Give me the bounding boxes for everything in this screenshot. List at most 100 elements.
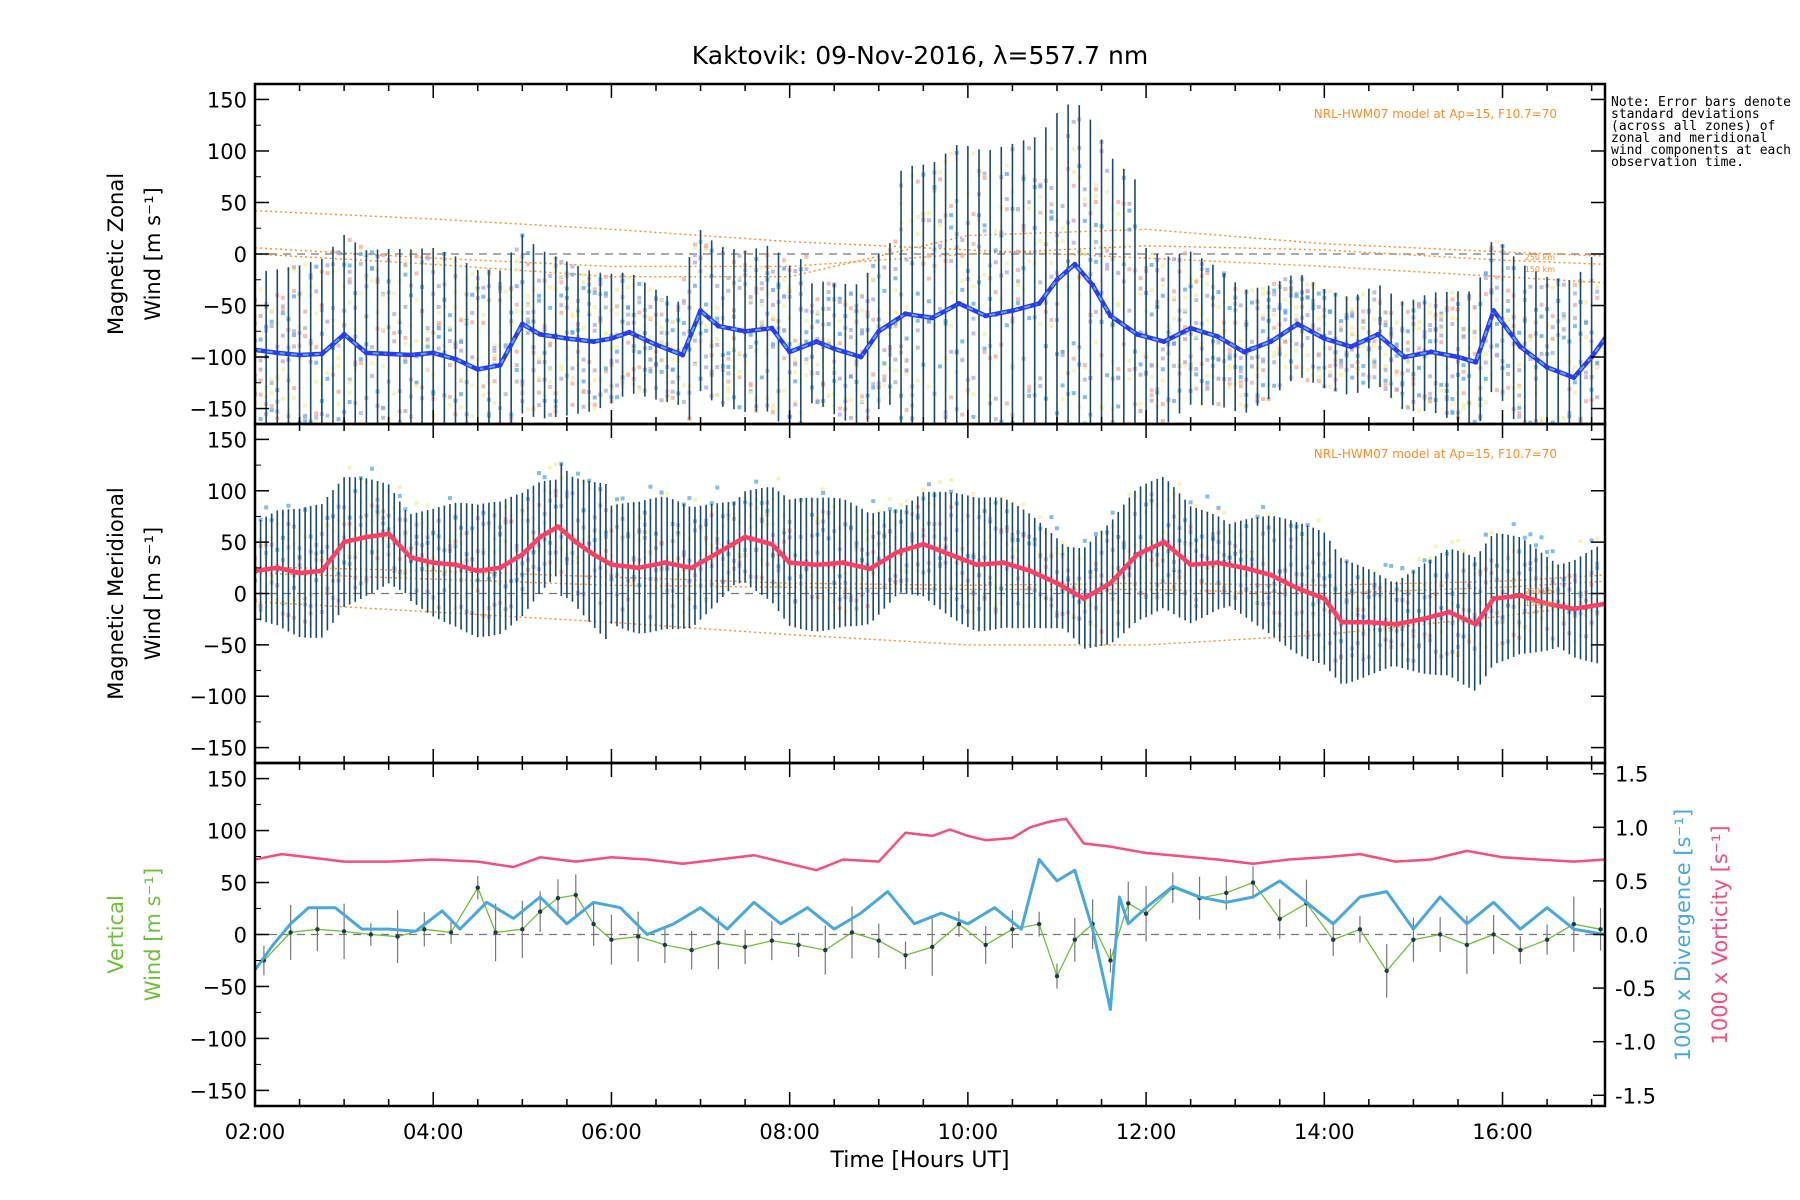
- data-point: [1419, 616, 1425, 622]
- scatter-point: [258, 313, 263, 318]
- y-tick-label: −100: [189, 685, 247, 709]
- scatter-point: [1015, 301, 1020, 306]
- scatter-point: [1116, 367, 1121, 372]
- scatter-point: [492, 343, 497, 348]
- scatter-point: [1305, 523, 1310, 528]
- scatter-point: [670, 380, 675, 385]
- chart-title: Kaktovik: 09-Nov-2016, λ=557.7 nm: [692, 41, 1148, 70]
- scatter-point: [1461, 326, 1466, 331]
- scatter-point: [1584, 300, 1589, 305]
- scatter-point: [603, 330, 608, 335]
- scatter-point: [397, 494, 402, 499]
- scatter-point: [403, 262, 408, 267]
- vertical-point: [1143, 911, 1149, 916]
- scatter-point: [759, 325, 764, 330]
- scatter-point: [548, 384, 553, 389]
- scatter-point: [514, 284, 519, 289]
- scatter-point: [1439, 333, 1444, 338]
- scatter-point: [1595, 447, 1599, 451]
- scatter-point: [426, 456, 430, 460]
- scatter-point: [1138, 401, 1143, 406]
- scatter-point: [982, 273, 987, 278]
- scatter-point: [1133, 474, 1137, 478]
- scatter-point: [815, 400, 820, 405]
- scatter-point: [659, 492, 664, 497]
- scatter-point: [1038, 514, 1043, 519]
- scatter-point: [916, 449, 920, 453]
- scatter-point: [770, 302, 775, 307]
- data-point: [715, 549, 721, 555]
- scatter-point: [759, 375, 764, 380]
- scatter-point: [1316, 368, 1321, 373]
- scatter-point: [447, 313, 452, 318]
- scatter-point: [1149, 262, 1154, 267]
- scatter-point: [280, 304, 285, 309]
- scatter-point: [938, 307, 943, 312]
- scatter-point: [1316, 327, 1321, 332]
- scatter-point: [1361, 344, 1366, 349]
- y-tick-label: 50: [220, 872, 247, 896]
- scatter-point: [314, 426, 318, 430]
- scatter-point: [392, 331, 397, 336]
- scatter-point: [1562, 436, 1566, 440]
- scatter-point: [465, 457, 469, 461]
- scatter-point: [949, 203, 954, 208]
- scatter-point: [1027, 384, 1032, 389]
- scatter-point: [1033, 435, 1037, 439]
- scatter-point: [1183, 251, 1188, 256]
- scatter-point: [592, 290, 597, 295]
- scatter-point: [687, 496, 692, 501]
- scatter-point: [325, 376, 330, 381]
- scatter-point: [592, 322, 597, 327]
- scatter-point: [1428, 391, 1433, 396]
- scatter-point: [782, 388, 787, 393]
- data-point: [662, 560, 668, 566]
- scatter-point: [1416, 556, 1421, 561]
- vertical-point: [1072, 937, 1078, 942]
- scatter-point: [860, 329, 865, 334]
- scatter-point: [1272, 281, 1277, 286]
- scatter-point: [905, 451, 909, 455]
- vertical-point: [983, 942, 988, 948]
- scatter-point: [331, 438, 335, 442]
- scatter-point: [1339, 324, 1344, 329]
- scatter-point: [1572, 316, 1577, 321]
- scatter-point: [1584, 375, 1589, 380]
- scatter-point: [1272, 383, 1277, 388]
- scatter-point: [1506, 288, 1511, 293]
- scatter-point: [748, 298, 753, 303]
- scatter-point: [949, 477, 954, 482]
- scatter-point: [1461, 363, 1466, 368]
- scatter-point: [603, 293, 608, 298]
- scatter-point: [926, 218, 931, 223]
- scatter-point: [1004, 163, 1009, 168]
- scatter-point: [893, 321, 898, 326]
- scatter-point: [626, 340, 631, 345]
- y-axis-label: Magnetic Zonal: [104, 173, 128, 335]
- scatter-point: [1327, 370, 1332, 375]
- scatter-point: [498, 439, 502, 443]
- scatter-point: [559, 376, 564, 381]
- scatter-point: [915, 291, 920, 296]
- scatter-point: [782, 266, 787, 271]
- scatter-point: [1272, 307, 1277, 312]
- scatter-point: [381, 327, 386, 332]
- scatter-point: [1149, 398, 1154, 403]
- scatter-point: [1327, 309, 1332, 314]
- scatter-point: [770, 342, 775, 347]
- scatter-point: [999, 437, 1003, 441]
- plot-area-meridional: [255, 461, 1605, 691]
- model-label: NRL-HWM07 model at Ap=15, F10.7=70: [1314, 107, 1557, 121]
- scatter-point: [715, 393, 720, 398]
- scatter-point: [1205, 380, 1210, 385]
- scatter-point: [1416, 302, 1421, 307]
- scatter-point: [993, 354, 998, 359]
- data-point: [608, 335, 614, 341]
- scatter-point: [1105, 373, 1110, 378]
- scatter-point: [1528, 420, 1533, 424]
- data-point: [363, 534, 369, 540]
- data-point: [1241, 565, 1247, 571]
- scatter-point: [347, 280, 352, 285]
- scatter-point: [592, 395, 597, 400]
- data-point: [1268, 339, 1274, 345]
